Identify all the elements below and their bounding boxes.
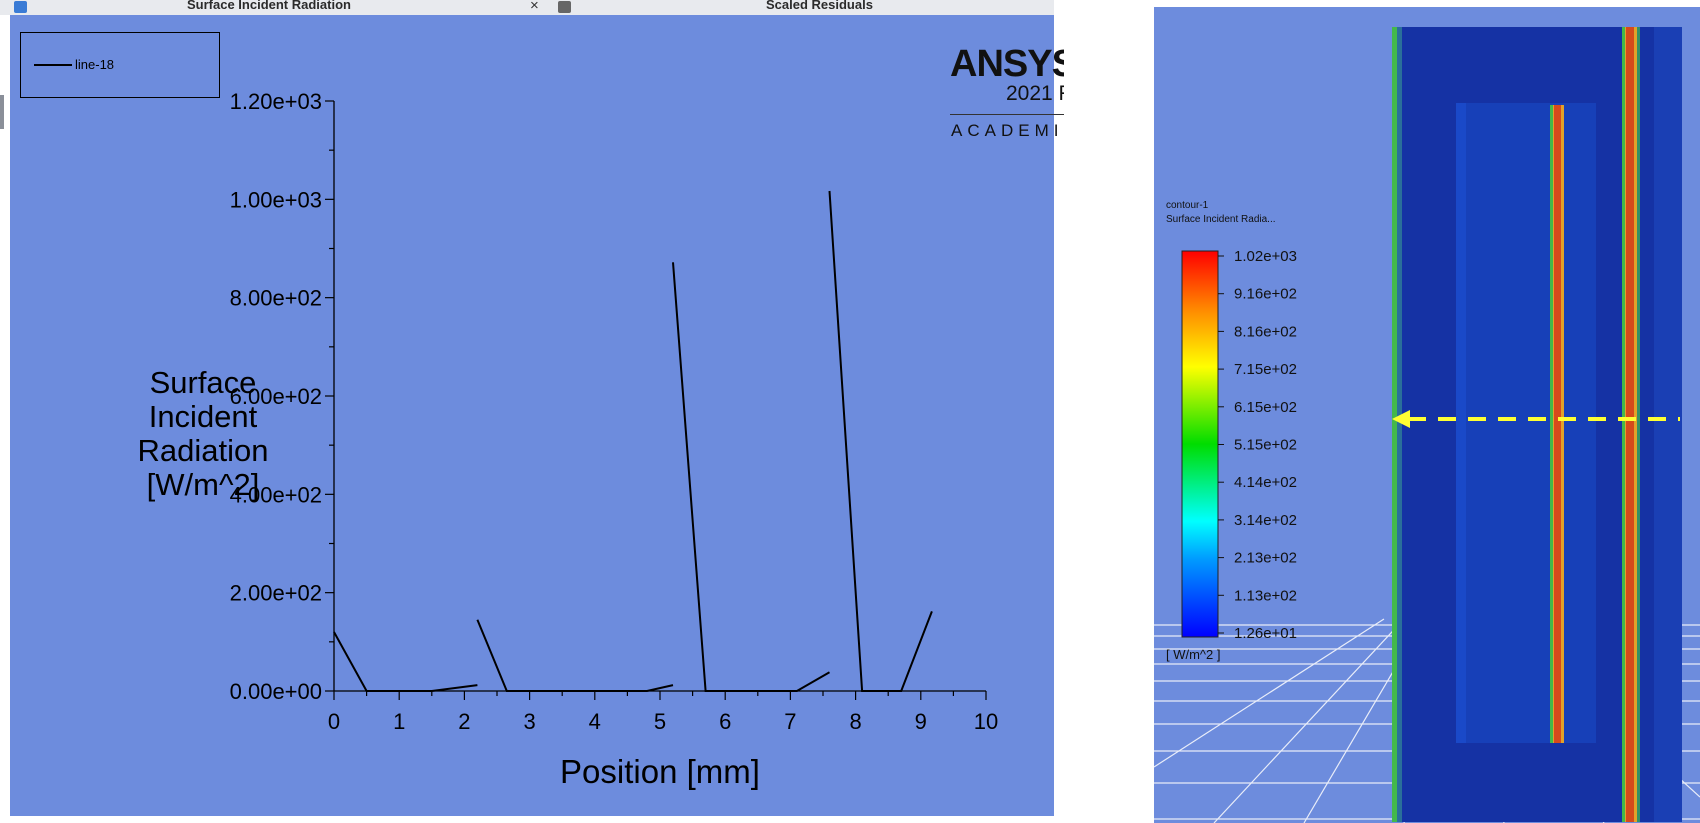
colorbar: contour-1 Surface Incident Radia... 1.02… <box>1166 200 1297 662</box>
y-axis-label: Incident <box>149 399 258 434</box>
colorbar-level-label: 6.15e+02 <box>1234 399 1297 416</box>
x-tick-label: 0 <box>328 709 340 734</box>
x-axis-label: Position [mm] <box>560 753 760 790</box>
tab-icon <box>14 1 27 13</box>
colorbar-level-label: 1.26e+01 <box>1234 625 1297 642</box>
legend-line-swatch <box>34 64 72 66</box>
y-tick-label: 1.00e+03 <box>230 187 322 212</box>
colorbar-gradient <box>1181 250 1219 638</box>
tab-scaled-residuals[interactable]: Scaled Residuals <box>556 0 1054 15</box>
colorbar-level-label: 7.15e+02 <box>1234 361 1297 378</box>
logo-version: 2021 R <box>1006 82 1064 105</box>
splitter-handle[interactable] <box>0 95 4 129</box>
contour-panel[interactable]: contour-1 Surface Incident Radia... 1.02… <box>1154 7 1700 823</box>
series-line-segment[interactable] <box>828 190 933 692</box>
series-line-segment[interactable] <box>333 631 478 692</box>
x-tick-label: 8 <box>849 709 861 734</box>
contour-title: contour-1 <box>1166 200 1209 211</box>
colorbar-level-label: 4.14e+02 <box>1234 474 1297 491</box>
y-tick-label: 6.00e+02 <box>230 384 322 409</box>
colorbar-level-label: 8.16e+02 <box>1234 323 1297 340</box>
tab-surface-incident-radiation[interactable]: Surface Incident Radiation × <box>0 0 555 15</box>
colorbar-level-label: 3.14e+02 <box>1234 512 1297 529</box>
y-axis-label: Radiation <box>138 433 269 468</box>
close-icon[interactable]: × <box>530 0 539 14</box>
x-tick-label: 3 <box>523 709 535 734</box>
y-axis-label: [W/m^2] <box>147 467 260 502</box>
y-tick-label: 8.00e+02 <box>230 286 322 311</box>
colorbar-unit: [ W/m^2 ] <box>1166 647 1221 662</box>
colorbar-level-label: 2.13e+02 <box>1234 550 1297 567</box>
y-tick-label: 0.00e+00 <box>230 679 322 704</box>
tab-icon <box>558 1 571 13</box>
x-tick-label: 5 <box>654 709 666 734</box>
colorbar-level-label: 1.02e+03 <box>1234 248 1297 265</box>
y-tick-label: 2.00e+02 <box>230 581 322 606</box>
legend-label: line-18 <box>75 57 115 72</box>
logo-brand: ANSYS <box>950 43 1064 85</box>
x-tick-label: 10 <box>974 709 998 734</box>
colorbar-level-label: 1.13e+02 <box>1234 587 1297 604</box>
x-tick-label: 6 <box>719 709 731 734</box>
x-tick-label: 1 <box>393 709 405 734</box>
contour-view[interactable]: contour-1 Surface Incident Radia... 1.02… <box>1154 7 1700 823</box>
y-axis-label: Surface <box>150 365 257 400</box>
tab-title: Surface Incident Radiation <box>187 0 351 12</box>
series-line-segment[interactable] <box>672 262 830 692</box>
x-tick-label: 7 <box>784 709 796 734</box>
colorbar-level-label: 5.15e+02 <box>1234 437 1297 454</box>
contour-domain <box>1392 27 1682 822</box>
plot-legend[interactable]: line-18 <box>20 32 220 98</box>
sample-line-arrow <box>1392 410 1680 428</box>
x-tick-label: 4 <box>589 709 601 734</box>
logo-edition: ACADEMIC <box>951 121 1064 140</box>
logo-rule <box>950 114 1064 115</box>
contour-field: Surface Incident Radia... <box>1166 214 1276 225</box>
series-line-segment[interactable] <box>476 619 674 692</box>
ansys-logo: ANSYS 2021 R ACADEMIC <box>950 40 1064 150</box>
tab-bar: Surface Incident Radiation × Scaled Resi… <box>0 0 1054 15</box>
xy-chart[interactable]: 0.00e+00 2.00e+02 4.00e+02 6.00e+02 8.00e+02… <box>10 15 1054 816</box>
colorbar-level-label: 9.16e+02 <box>1234 286 1297 303</box>
y-tick-label: 1.20e+03 <box>230 89 322 114</box>
x-tick-label: 9 <box>915 709 927 734</box>
tab-title: Scaled Residuals <box>766 0 873 12</box>
x-tick-label: 2 <box>458 709 470 734</box>
y-tick-label: 4.00e+02 <box>230 482 322 507</box>
xy-plot-panel: line-18 ANSYS 2021 R ACADEMIC 0.00e+00 2.… <box>10 15 1064 816</box>
